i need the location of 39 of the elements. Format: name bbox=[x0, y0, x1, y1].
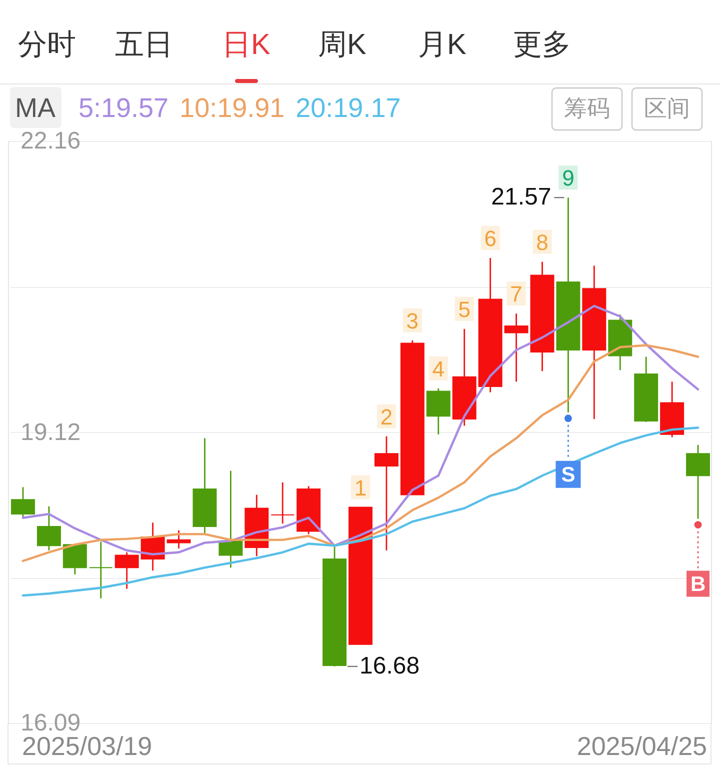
text: 10:19.91 bbox=[180, 93, 285, 123]
annotation: 6 bbox=[484, 226, 496, 251]
annotation: 4 bbox=[432, 356, 445, 382]
text: 2025/04/25 bbox=[576, 731, 707, 761]
y-tick-label: 19.12 bbox=[20, 418, 81, 446]
text: 更多 bbox=[513, 29, 571, 61]
text: 5:19.57 bbox=[78, 93, 169, 123]
candlestick bbox=[36, 506, 61, 552]
annotation: 21.57 bbox=[491, 184, 552, 211]
annotation: 9 bbox=[562, 166, 574, 191]
annotation: S bbox=[561, 463, 576, 486]
text: 日K bbox=[222, 29, 271, 61]
candlestick bbox=[504, 312, 528, 382]
candlestick bbox=[686, 444, 710, 520]
legend-title: MA bbox=[15, 93, 56, 123]
candlestick bbox=[88, 541, 113, 600]
annotation: B bbox=[690, 572, 706, 596]
candlestick bbox=[218, 470, 243, 568]
text: 月K bbox=[418, 29, 467, 61]
annotation: 3 bbox=[406, 308, 419, 334]
text: 五日 bbox=[115, 29, 173, 61]
text: 20:19.17 bbox=[296, 93, 401, 123]
text: 周K bbox=[318, 29, 367, 61]
candlestick bbox=[62, 543, 87, 576]
annotation: 8 bbox=[536, 230, 548, 255]
line-series bbox=[22, 344, 700, 562]
annotation: 5 bbox=[458, 296, 470, 322]
annotation: 16.68 bbox=[360, 652, 420, 680]
annotation: 2 bbox=[380, 404, 393, 430]
text: 筹码 bbox=[564, 95, 610, 121]
text: 分时 bbox=[18, 29, 76, 61]
candlestick bbox=[270, 482, 295, 524]
y-tick-label: 22.16 bbox=[20, 128, 81, 154]
annotation: 7 bbox=[510, 282, 522, 307]
candlestick bbox=[374, 436, 398, 552]
text: 区间 bbox=[644, 95, 690, 121]
candlestick bbox=[114, 552, 139, 590]
annotation: 1 bbox=[354, 475, 367, 500]
candlestick bbox=[10, 486, 35, 519]
